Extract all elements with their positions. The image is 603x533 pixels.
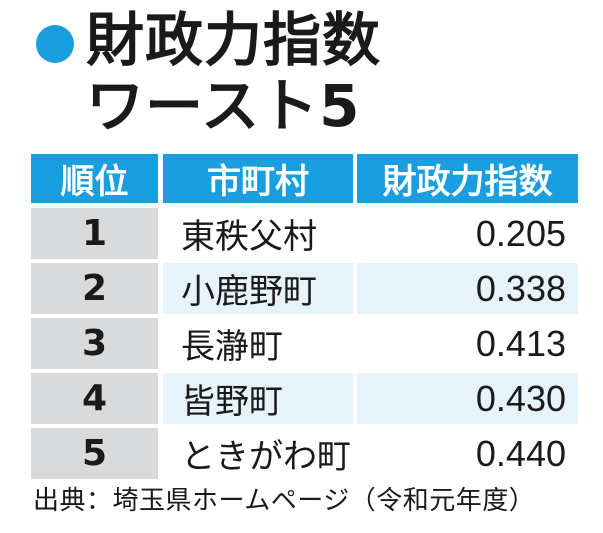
- source-note: 出典：埼玉県ホームページ（令和元年度）: [33, 486, 536, 516]
- rank-cell: 4: [31, 373, 158, 424]
- table-header-row: 順位 市町村 財政力指数: [31, 154, 578, 203]
- table-row: 5 ときがわ町 0.440: [31, 428, 578, 479]
- header-rank: 順位: [31, 154, 158, 203]
- ranking-table: 順位 市町村 財政力指数 1 東秩父村 0.205 2 小鹿野町 0.338 3…: [31, 154, 578, 483]
- municipality-cell: ときがわ町: [163, 428, 353, 479]
- table-row: 2 小鹿野町 0.338: [31, 263, 578, 314]
- fiscal-index-cell: 0.440: [357, 428, 578, 479]
- header-fiscal-index: 財政力指数: [357, 154, 578, 203]
- municipality-cell: 長瀞町: [163, 318, 353, 369]
- bullet-dot-icon: [36, 25, 74, 63]
- rank-cell: 1: [31, 208, 158, 259]
- title-line-1: 財政力指数: [86, 6, 382, 74]
- municipality-cell: 皆野町: [163, 373, 353, 424]
- header-municipality: 市町村: [163, 154, 353, 203]
- title-line-2: ワースト5: [86, 72, 361, 140]
- municipality-cell: 小鹿野町: [163, 263, 353, 314]
- fiscal-index-cell: 0.430: [357, 373, 578, 424]
- municipality-cell: 東秩父村: [163, 208, 353, 259]
- fiscal-index-cell: 0.413: [357, 318, 578, 369]
- table-row: 1 東秩父村 0.205: [31, 208, 578, 259]
- fiscal-index-cell: 0.205: [357, 208, 578, 259]
- rank-cell: 3: [31, 318, 158, 369]
- rank-cell: 2: [31, 263, 158, 314]
- fiscal-index-cell: 0.338: [357, 263, 578, 314]
- table-row: 4 皆野町 0.430: [31, 373, 578, 424]
- rank-cell: 5: [31, 428, 158, 479]
- table-row: 3 長瀞町 0.413: [31, 318, 578, 369]
